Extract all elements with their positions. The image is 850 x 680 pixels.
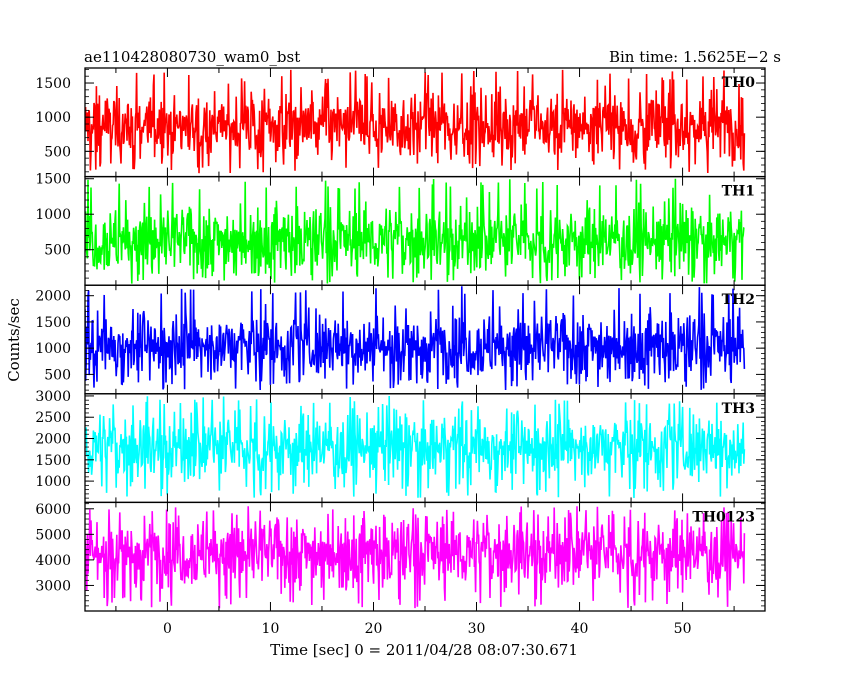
x-tick-label: 0 bbox=[163, 621, 172, 637]
y-tick-label: 2500 bbox=[35, 410, 71, 426]
series-line-th1 bbox=[85, 178, 745, 284]
panels-group: 500 1000 1500 TH0 500 1000 1500 TH1 500 1000 1500 2… bbox=[35, 67, 766, 612]
panel-label-th2: TH2 bbox=[722, 292, 755, 308]
panel-th3: 1000 1500 2000 2500 3000 TH3 bbox=[35, 389, 766, 504]
y-tick-label: 1000 bbox=[35, 207, 71, 223]
y-tick-label: 1000 bbox=[35, 474, 71, 490]
y-tick-label: 1000 bbox=[35, 341, 71, 357]
panel-th1: 500 1000 1500 TH1 bbox=[35, 172, 766, 286]
panel-th0123: 3000 4000 5000 6000 TH0123 bbox=[35, 501, 766, 612]
chart-title: ae110428080730_wam0_bst bbox=[84, 48, 300, 66]
x-tick-label: 20 bbox=[365, 621, 383, 637]
x-tick-label: 50 bbox=[674, 621, 692, 637]
x-axis: 0 10 20 30 40 50 bbox=[163, 621, 692, 637]
bin-time-label: Bin time: 1.5625E−2 s bbox=[609, 48, 781, 66]
panel-th2: 500 1000 1500 2000 TH2 bbox=[35, 284, 766, 395]
y-tick-label: 1500 bbox=[35, 453, 71, 469]
x-axis-label: Time [sec] 0 = 2011/04/28 08:07:30.671 bbox=[270, 641, 578, 659]
y-tick-label: 5000 bbox=[35, 527, 71, 543]
y-tick-label: 1500 bbox=[35, 76, 71, 92]
x-tick-label: 10 bbox=[262, 621, 280, 637]
y-tick-label: 1500 bbox=[35, 315, 71, 331]
panel-label-th1: TH1 bbox=[722, 184, 755, 200]
y-tick-label: 500 bbox=[44, 243, 71, 259]
x-tick-label: 30 bbox=[468, 621, 486, 637]
series-line-th0123 bbox=[85, 506, 746, 609]
panel-label-th3: TH3 bbox=[722, 401, 755, 417]
series-line-th3 bbox=[85, 395, 746, 498]
y-tick-label: 4000 bbox=[35, 553, 71, 569]
panel-label-th0: TH0 bbox=[722, 75, 756, 91]
panel-th0: 500 1000 1500 TH0 bbox=[35, 67, 766, 178]
y-tick-label: 2000 bbox=[35, 432, 71, 448]
y-tick-label: 1500 bbox=[35, 172, 71, 188]
y-tick-label: 3000 bbox=[35, 578, 71, 594]
y-tick-label: 6000 bbox=[35, 502, 71, 518]
series-line-th0 bbox=[85, 69, 746, 174]
y-tick-label: 500 bbox=[44, 144, 71, 160]
y-tick-label: 1000 bbox=[35, 110, 71, 126]
series-line-th2 bbox=[85, 286, 746, 390]
x-tick-label: 40 bbox=[571, 621, 589, 637]
y-axis-label: Counts/sec bbox=[5, 298, 23, 382]
y-tick-label: 500 bbox=[44, 367, 71, 383]
y-tick-label: 2000 bbox=[35, 289, 71, 305]
panel-label-th0123: TH0123 bbox=[692, 509, 755, 525]
y-tick-label: 3000 bbox=[35, 389, 71, 405]
